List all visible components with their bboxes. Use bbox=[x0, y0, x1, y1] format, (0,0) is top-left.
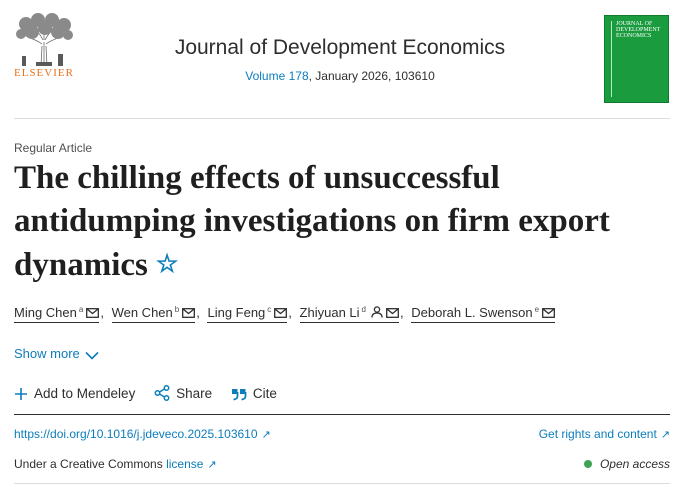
journal-issue-info: Volume 178, January 2026, 103610 bbox=[0, 69, 680, 83]
quote-icon bbox=[231, 389, 247, 401]
author-name: Ming Chen bbox=[14, 305, 77, 320]
divider bbox=[14, 483, 670, 484]
doi-link[interactable]: https://doi.org/10.1016/j.jdeveco.2025.1… bbox=[14, 427, 271, 441]
author-affiliation: b bbox=[174, 305, 180, 314]
separator: , bbox=[100, 305, 104, 320]
cover-inner: Journal of Development Economics bbox=[611, 21, 663, 97]
article-actions: Add to Mendeley Share Cite bbox=[14, 385, 292, 401]
mendeley-label: Add to Mendeley bbox=[34, 386, 136, 401]
cite-button[interactable]: Cite bbox=[231, 386, 277, 401]
license-link[interactable]: license ↗ bbox=[166, 457, 217, 471]
separator: , bbox=[196, 305, 200, 320]
journal-cover-thumbnail[interactable]: Journal of Development Economics bbox=[604, 15, 669, 103]
author-affiliation: c bbox=[267, 305, 272, 314]
issue-details: , January 2026, 103610 bbox=[308, 69, 435, 83]
publisher-name: ELSEVIER bbox=[14, 67, 74, 79]
star-icon[interactable]: ☆ bbox=[155, 251, 179, 278]
separator: , bbox=[399, 305, 404, 320]
share-icon bbox=[154, 385, 170, 401]
volume-link[interactable]: Volume 178 bbox=[245, 69, 309, 83]
add-to-mendeley-button[interactable]: Add to Mendeley bbox=[14, 386, 135, 401]
author-affiliation: d bbox=[361, 305, 366, 314]
journal-header: ELSEVIER Journal of Development Economic… bbox=[0, 0, 680, 118]
cite-label: Cite bbox=[252, 386, 277, 401]
author-name: Deborah L. Swenson bbox=[411, 305, 533, 320]
plus-icon bbox=[15, 388, 27, 400]
divider bbox=[14, 414, 670, 415]
author-name: Ling Feng bbox=[207, 305, 266, 320]
envelope-icon bbox=[182, 308, 196, 318]
open-access-badge: Open access bbox=[583, 457, 670, 471]
external-link-icon: ↗ bbox=[207, 459, 217, 471]
rights-link[interactable]: Get rights and content ↗ bbox=[539, 427, 670, 441]
license-info: Under a Creative Commons license ↗ bbox=[14, 457, 217, 471]
author-link[interactable]: Wen Chen b bbox=[111, 305, 196, 323]
author-name: Zhiyuan Li bbox=[299, 305, 360, 320]
divider bbox=[14, 118, 670, 119]
author-name: Wen Chen bbox=[111, 305, 173, 320]
license-link-text: license bbox=[166, 457, 204, 471]
separator: , bbox=[288, 305, 292, 320]
elsevier-tree-logo[interactable] bbox=[12, 12, 76, 82]
journal-title[interactable]: Journal of Development Economics bbox=[174, 36, 506, 59]
envelope-icon bbox=[542, 308, 556, 318]
envelope-icon bbox=[386, 308, 399, 318]
author-link[interactable]: Ming Chen a bbox=[14, 305, 100, 323]
show-more-label: Show more bbox=[14, 346, 80, 361]
external-link-icon: ↗ bbox=[660, 429, 670, 441]
cover-line-2: Development bbox=[616, 27, 661, 33]
show-more-button[interactable]: Show more bbox=[14, 346, 99, 361]
author-list: Ming Chen a, Wen Chen b, Ling Feng c, Zhiyu… bbox=[14, 305, 556, 323]
article-type: Regular Article bbox=[14, 141, 93, 155]
doi-text: https://doi.org/10.1016/j.jdeveco.2025.1… bbox=[14, 427, 258, 441]
cover-line-3: Economics bbox=[616, 33, 652, 39]
chevron-down-icon bbox=[85, 351, 99, 360]
author-link[interactable]: Zhiyuan Li d bbox=[299, 305, 399, 323]
article-title: The chilling effects of unsuccessful ant… bbox=[14, 157, 664, 287]
author-link[interactable]: Ling Feng c bbox=[207, 305, 288, 323]
open-access-label: Open access bbox=[599, 457, 670, 471]
share-label: Share bbox=[176, 386, 213, 401]
external-link-icon: ↗ bbox=[261, 429, 271, 441]
rights-text: Get rights and content bbox=[538, 427, 657, 441]
open-access-dot-icon bbox=[583, 460, 592, 468]
envelope-icon bbox=[86, 308, 100, 318]
author-affiliation: a bbox=[78, 305, 84, 314]
author-affiliation: e bbox=[534, 305, 540, 314]
share-button[interactable]: Share bbox=[154, 385, 212, 401]
cover-line-1: Journal of bbox=[616, 21, 653, 27]
license-prefix: Under a Creative Commons bbox=[14, 457, 167, 471]
person-icon bbox=[371, 306, 383, 318]
author-link[interactable]: Deborah L. Swenson e bbox=[411, 305, 556, 323]
article-title-text: The chilling effects of unsuccessful ant… bbox=[14, 160, 610, 283]
envelope-icon bbox=[274, 308, 288, 318]
